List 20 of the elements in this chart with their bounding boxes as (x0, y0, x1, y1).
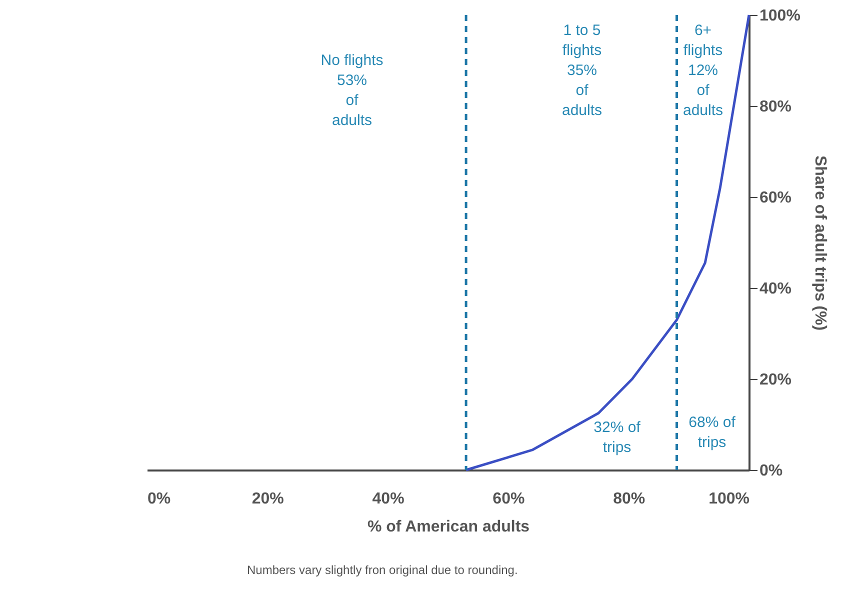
x-tick-label: 0% (148, 490, 171, 508)
x-tick-label: 40% (372, 490, 404, 508)
y-tick-label: 0% (760, 462, 783, 480)
y-tick-label: 40% (760, 280, 792, 298)
x-tick-label: 80% (613, 490, 646, 508)
y-tick-label: 20% (760, 372, 792, 388)
x-tick-label: 60% (492, 490, 525, 508)
y-tick-label: 100% (760, 8, 800, 24)
x-tick-label: 20% (252, 490, 284, 508)
annotation: No flights 53% of adults (320, 52, 384, 129)
annotation: 6+ flights 12% of adults (682, 22, 724, 119)
annotation: 68% of trips (688, 414, 736, 451)
x-axis-title: % of American adults (367, 518, 530, 536)
y-tick-label: 80% (760, 98, 792, 116)
annotation: 32% of trips (594, 419, 642, 456)
y-tick-label: 60% (760, 190, 792, 206)
text: Numbers vary slightly fron original due to rounding. (247, 563, 518, 577)
y-axis-title: Share of adult trips (%) (811, 155, 828, 331)
x-tick-label: 100% (708, 490, 750, 508)
annotation: 1 to 5 flights 35% of adults (562, 22, 602, 119)
